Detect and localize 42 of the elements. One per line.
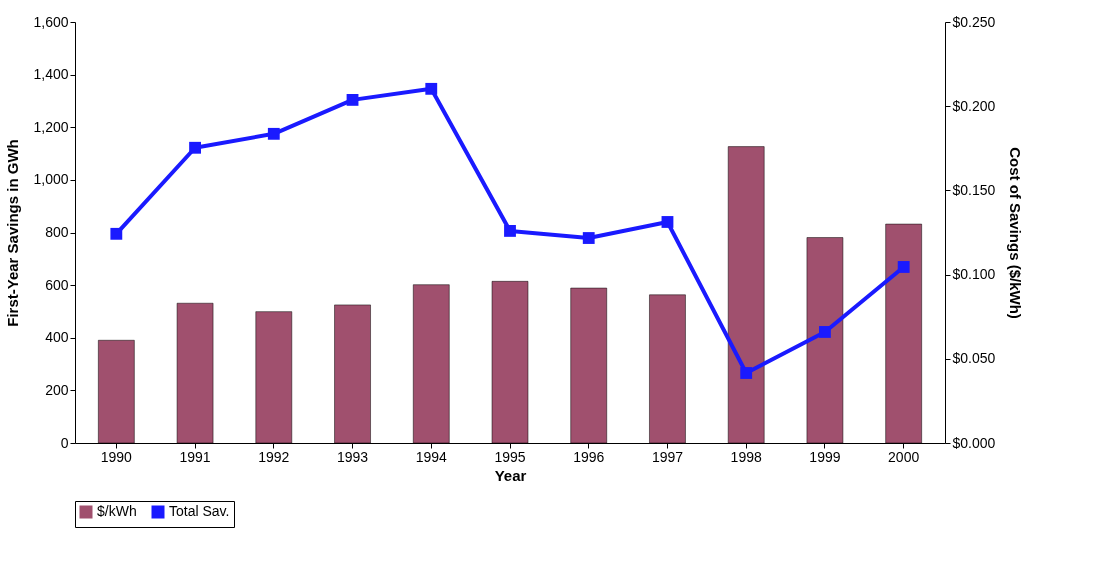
y2-tick-label: $0.100	[952, 266, 996, 283]
point	[819, 326, 831, 338]
y-tick-label: 1,400	[33, 66, 69, 83]
x-axis-title: Year	[494, 466, 527, 484]
x-tick-label: 1992	[258, 448, 290, 465]
point	[425, 82, 438, 95]
y-tick-label: 0	[60, 434, 69, 451]
y-tick-label: 1,200	[33, 118, 69, 135]
point	[661, 216, 674, 228]
y-tick-label: 400	[45, 329, 69, 346]
point	[189, 141, 201, 154]
y-axis-title: First-Year Savings in GWh	[4, 139, 22, 327]
x-tick-label: 1995	[494, 448, 526, 465]
legend-label: Total Sav.	[169, 503, 230, 519]
y-tick-label: 800	[45, 224, 69, 240]
y-tick-label: 1,600	[33, 13, 69, 30]
x-tick-label: 1997	[651, 448, 684, 465]
point	[897, 261, 910, 273]
x-tick-label: 1998	[730, 448, 762, 465]
point	[740, 367, 753, 379]
y-tick-label: 200	[45, 381, 69, 398]
point	[504, 225, 516, 237]
x-tick-label: 1993	[336, 448, 369, 465]
y2-tick-label: $0.200	[952, 97, 996, 114]
point	[582, 232, 595, 244]
point	[346, 93, 359, 106]
y2-tick-label: $0.000	[952, 434, 996, 451]
legend-label: $/kWh	[97, 503, 137, 519]
y-tick-label: 600	[45, 276, 69, 293]
x-tick-label: 1991	[179, 448, 211, 465]
point	[267, 127, 280, 140]
x-tick-label: 2000	[888, 448, 920, 465]
point	[110, 227, 123, 240]
y2-tick-label: $0.050	[952, 350, 996, 367]
x-tick-label: 1999	[809, 448, 841, 465]
x-tick-label: 1990	[100, 448, 133, 465]
y-tick-label: 1,000	[33, 171, 69, 188]
y2-tick-label: $0.150	[952, 181, 996, 198]
x-tick-label: 1994	[415, 448, 448, 465]
y2-tick-label: $0.250	[952, 13, 996, 30]
x-tick-label: 1996	[573, 448, 605, 465]
y2-axis-title: Cost of Savings ($/kWh)	[1007, 147, 1025, 319]
